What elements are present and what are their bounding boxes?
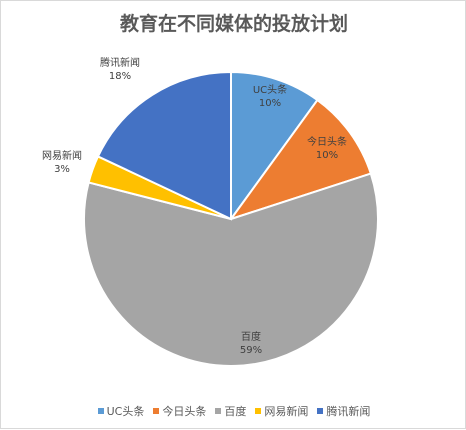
slice-label-value: 10% — [316, 150, 338, 161]
slice-label-value: 10% — [259, 98, 281, 109]
legend-label: 今日头条 — [162, 405, 207, 418]
legend-item: UC头条 — [97, 403, 145, 419]
legend-swatch — [255, 408, 262, 414]
legend-item: 今日头条 — [153, 403, 206, 419]
legend-label: 网易新闻 — [264, 405, 309, 418]
chart-title: 教育在不同媒体的投放计划 — [119, 13, 348, 35]
slice-label-value: 18% — [109, 71, 131, 82]
legend-swatch — [97, 408, 104, 414]
chart-legend: UC头条 今日头条 百度 网易新闻 腾讯新闻 — [1, 403, 466, 419]
legend-item: 百度 — [215, 403, 246, 419]
slice-label-name: 百度 — [241, 330, 261, 343]
pie-slice — [230, 70, 319, 223]
legend-swatch — [153, 408, 160, 414]
legend-swatch — [215, 408, 222, 414]
legend-item: 网易新闻 — [255, 403, 308, 419]
pie-slice — [228, 98, 373, 221]
legend-label: 百度 — [224, 405, 247, 418]
pie-slice — [83, 172, 379, 367]
slice-label-name: 腾讯新闻 — [100, 56, 140, 69]
slice-label-name: UC头条 — [253, 83, 287, 96]
slice-label-value: 59% — [240, 345, 262, 356]
pie-slice — [96, 70, 232, 221]
legend-swatch — [317, 408, 324, 414]
legend-label: 腾讯新闻 — [326, 405, 371, 418]
legend-item: 腾讯新闻 — [317, 403, 370, 419]
slice-label-name: 网易新闻 — [42, 149, 82, 162]
slice-label-name: 今日头条 — [307, 135, 347, 148]
slice-label-value: 3% — [54, 164, 70, 175]
legend-label: UC头条 — [106, 405, 145, 418]
